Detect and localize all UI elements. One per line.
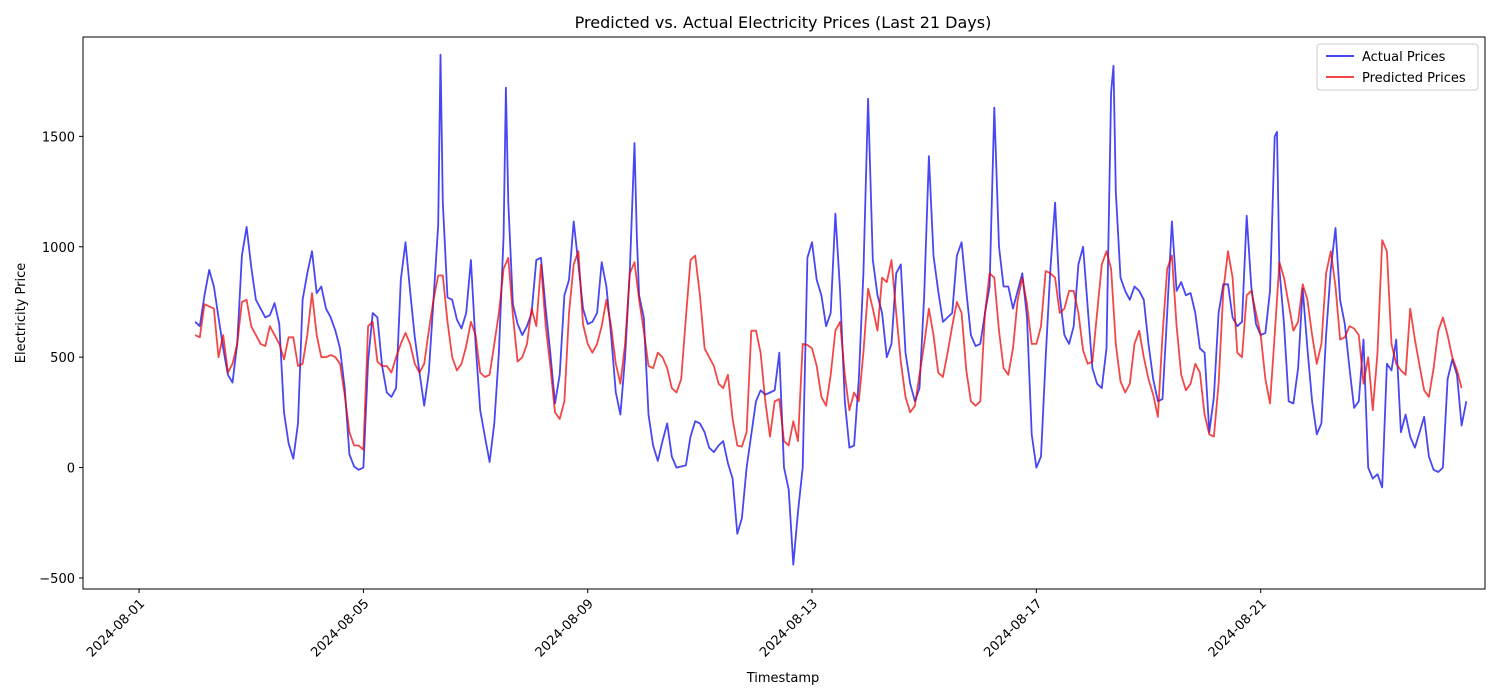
series-line-actual xyxy=(194,53,1468,566)
y-axis-label: Electricity Price xyxy=(14,263,29,363)
chart-title: Predicted vs. Actual Electricity Prices … xyxy=(575,13,992,32)
x-axis-label: Timestamp xyxy=(746,671,820,686)
legend-label-predicted: Predicted Prices xyxy=(1362,71,1466,86)
legend-label-actual: Actual Prices xyxy=(1362,50,1446,65)
series-line-predicted xyxy=(194,239,1463,451)
y-tick-label: 1000 xyxy=(42,241,75,256)
legend-box xyxy=(1316,43,1479,91)
y-tick-label: 1500 xyxy=(42,130,75,145)
axes-frame xyxy=(82,36,1486,590)
legend: Actual Prices Predicted Prices xyxy=(1316,43,1479,91)
plot-area xyxy=(194,53,1468,566)
y-tick-label: 500 xyxy=(50,351,75,366)
y-tick-label: −500 xyxy=(39,572,75,587)
y-tick-label: 0 xyxy=(67,462,75,477)
y-axis: −500 0 500 1000 1500 xyxy=(39,130,83,587)
